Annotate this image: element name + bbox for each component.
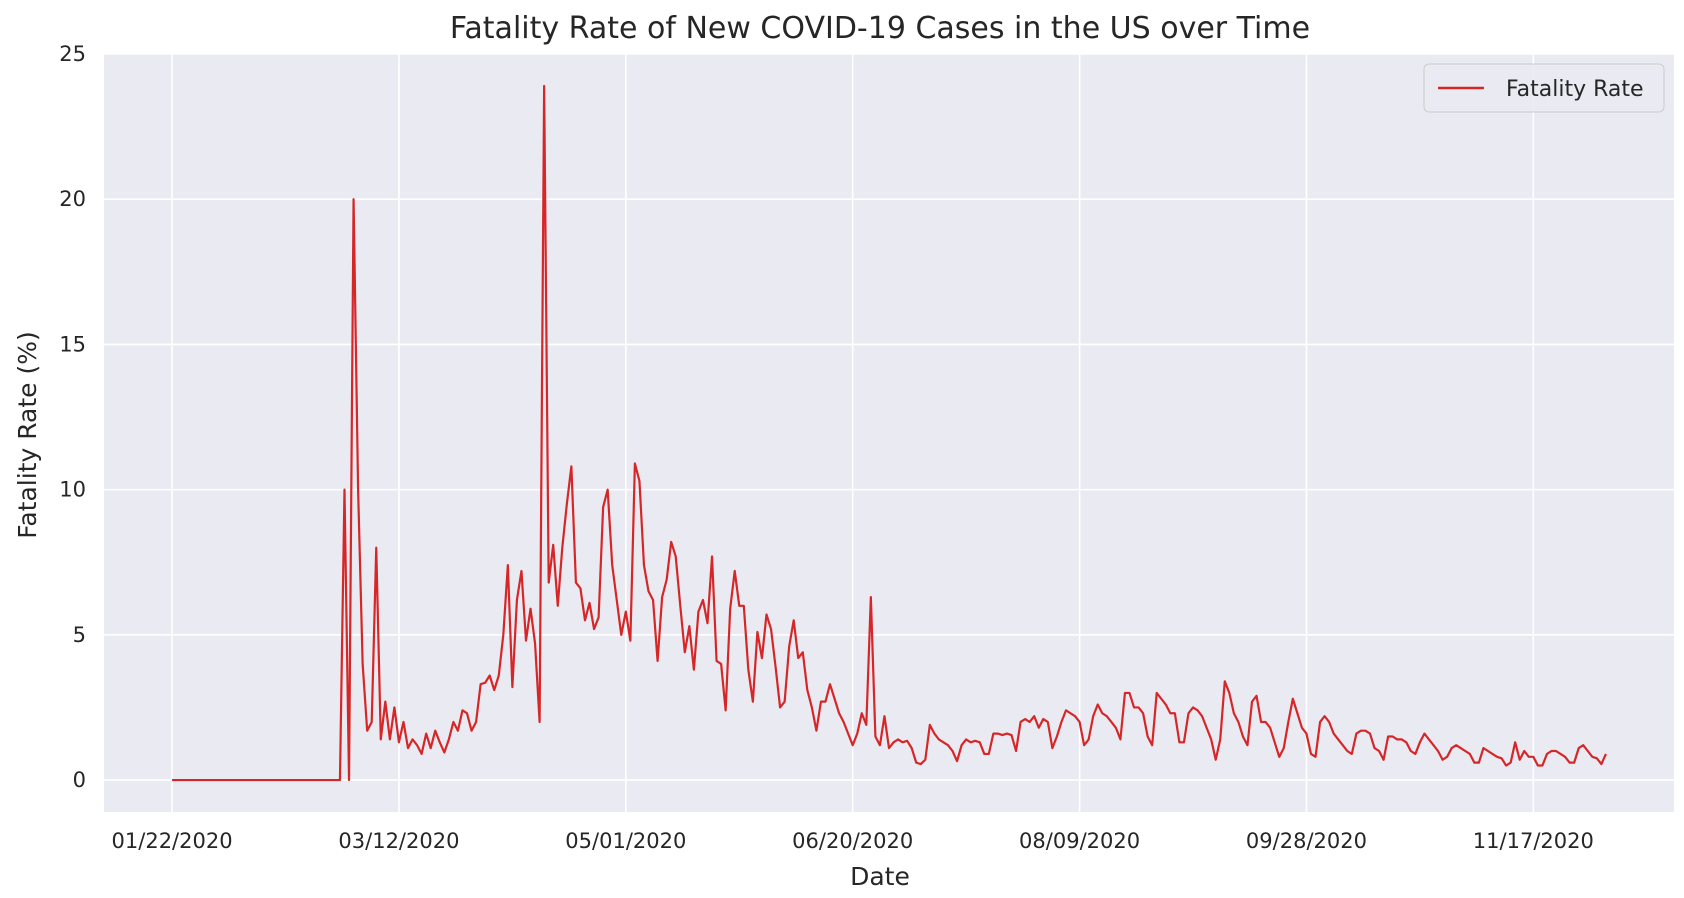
legend-label: Fatality Rate xyxy=(1506,77,1644,102)
x-tick-label: 08/09/2020 xyxy=(1019,829,1140,853)
series-group xyxy=(172,84,1607,782)
y-tick-label: 0 xyxy=(73,768,86,792)
x-tick-label: 11/17/2020 xyxy=(1473,829,1594,853)
x-axis-label: Date xyxy=(850,862,910,891)
legend-box xyxy=(1423,63,1665,113)
x-tick-label: 06/20/2020 xyxy=(792,829,913,853)
x-axis-ticks: 01/22/2020 03/12/2020 05/01/2020 06/20/2020… xyxy=(112,829,1594,853)
x-tick-label: 03/12/2020 xyxy=(338,829,459,853)
plot-background xyxy=(104,54,1674,812)
gridlines xyxy=(104,53,1674,812)
y-tick-label: 10 xyxy=(59,478,86,502)
x-tick-label: 09/28/2020 xyxy=(1246,829,1367,853)
x-tick-label: 05/01/2020 xyxy=(565,829,686,853)
y-axis-ticks: 0 5 10 15 20 25 xyxy=(59,42,86,792)
y-tick-label: 15 xyxy=(59,332,86,356)
legend: Fatality Rate xyxy=(1423,63,1665,113)
y-axis-label: Fatality Rate (%) xyxy=(13,331,42,539)
series-line-fatality-rate xyxy=(172,84,1607,782)
y-tick-label: 5 xyxy=(73,623,86,647)
y-tick-label: 25 xyxy=(59,42,86,66)
chart-title: Fatality Rate of New COVID-19 Cases in t… xyxy=(450,11,1310,46)
plot-area xyxy=(104,53,1674,812)
x-tick-label: 01/22/2020 xyxy=(112,829,233,853)
y-tick-label: 20 xyxy=(59,187,86,211)
